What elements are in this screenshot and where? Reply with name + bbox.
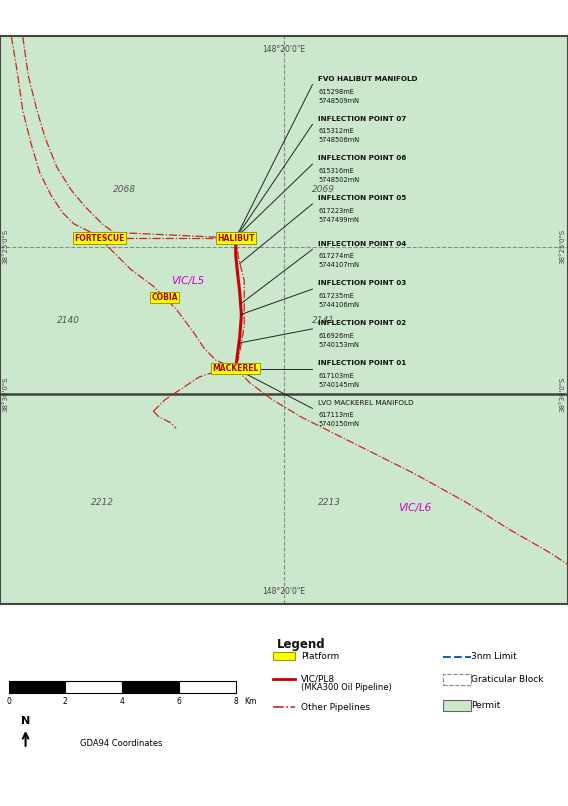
Text: 6: 6 xyxy=(177,697,181,706)
Text: 5747499mN: 5747499mN xyxy=(318,217,359,223)
Text: VIC/PL8: VIC/PL8 xyxy=(301,675,335,684)
Text: 38°30'0"S: 38°30'0"S xyxy=(559,376,565,412)
Text: HALIBUT: HALIBUT xyxy=(217,234,254,243)
Text: 2140: 2140 xyxy=(57,316,80,325)
Bar xyxy=(443,700,471,711)
Text: INFLECTION POINT 06: INFLECTION POINT 06 xyxy=(318,156,407,161)
Text: 617113mE: 617113mE xyxy=(318,413,354,418)
Text: 38°25'0"S: 38°25'0"S xyxy=(559,229,565,264)
Text: INFLECTION POINT 01: INFLECTION POINT 01 xyxy=(318,359,406,366)
Text: 2068: 2068 xyxy=(114,185,136,194)
Text: Graticular Block: Graticular Block xyxy=(471,675,544,684)
Text: Other Pipelines: Other Pipelines xyxy=(301,703,370,712)
Text: 38°30'0"S: 38°30'0"S xyxy=(3,376,9,412)
Text: Platform: Platform xyxy=(301,651,339,661)
Text: 5740150mN: 5740150mN xyxy=(318,422,359,427)
Text: 615316mE: 615316mE xyxy=(318,168,354,174)
Bar xyxy=(179,681,236,693)
Text: INFLECTION POINT 02: INFLECTION POINT 02 xyxy=(318,320,406,326)
Text: 617274mE: 617274mE xyxy=(318,253,354,260)
Text: GDA94 Coordinates: GDA94 Coordinates xyxy=(80,739,162,748)
Text: (MKA300 Oil Pipeline): (MKA300 Oil Pipeline) xyxy=(301,683,392,692)
Text: 617235mE: 617235mE xyxy=(318,293,354,299)
Bar xyxy=(9,681,65,693)
Text: 2069: 2069 xyxy=(312,185,335,194)
Bar xyxy=(65,681,122,693)
Text: 4: 4 xyxy=(120,697,124,706)
Bar xyxy=(273,652,295,660)
Bar xyxy=(443,675,471,685)
Text: COBIA: COBIA xyxy=(152,293,178,302)
Text: 5748502mN: 5748502mN xyxy=(318,177,359,183)
Text: 38°25'0"S: 38°25'0"S xyxy=(3,229,9,264)
Text: 148°20'0"E: 148°20'0"E xyxy=(262,45,306,54)
Text: 5744107mN: 5744107mN xyxy=(318,263,359,268)
Text: 2212: 2212 xyxy=(91,497,114,507)
Text: 615298mE: 615298mE xyxy=(318,89,354,94)
Text: 2: 2 xyxy=(63,697,68,706)
Text: INFLECTION POINT 05: INFLECTION POINT 05 xyxy=(318,195,407,202)
Bar xyxy=(122,681,179,693)
Text: 617223mE: 617223mE xyxy=(318,208,354,214)
Text: 0: 0 xyxy=(6,697,11,706)
Text: MACKEREL: MACKEREL xyxy=(212,364,259,373)
Text: 8: 8 xyxy=(233,697,238,706)
Text: LVO MACKEREL MANIFOLD: LVO MACKEREL MANIFOLD xyxy=(318,400,414,405)
Text: 5740145mN: 5740145mN xyxy=(318,382,359,388)
Text: VIC/L5: VIC/L5 xyxy=(171,276,204,285)
Text: Km: Km xyxy=(244,697,257,706)
Text: Legend: Legend xyxy=(277,638,325,651)
Text: 5744106mN: 5744106mN xyxy=(318,302,359,308)
Text: Permit: Permit xyxy=(471,701,500,710)
Text: INFLECTION POINT 03: INFLECTION POINT 03 xyxy=(318,280,406,286)
Text: 617103mE: 617103mE xyxy=(318,372,354,379)
Text: N: N xyxy=(21,717,30,726)
Text: 2141: 2141 xyxy=(312,316,335,325)
Text: FORTESCUE: FORTESCUE xyxy=(74,234,124,243)
Text: 148°20'0"E: 148°20'0"E xyxy=(262,587,306,596)
Text: VIC/L6: VIC/L6 xyxy=(398,503,431,513)
Text: INFLECTION POINT 04: INFLECTION POINT 04 xyxy=(318,240,406,247)
Text: 615312mE: 615312mE xyxy=(318,128,354,135)
Text: 5748509mN: 5748509mN xyxy=(318,98,359,104)
Text: FVO HALIBUT MANIFOLD: FVO HALIBUT MANIFOLD xyxy=(318,76,417,82)
Text: 616926mE: 616926mE xyxy=(318,333,354,339)
Text: 3nm Limit: 3nm Limit xyxy=(471,653,517,662)
Text: 5740153mN: 5740153mN xyxy=(318,342,359,348)
Text: INFLECTION POINT 07: INFLECTION POINT 07 xyxy=(318,115,406,122)
Text: 5748506mN: 5748506mN xyxy=(318,138,359,143)
Text: 2213: 2213 xyxy=(318,497,341,507)
